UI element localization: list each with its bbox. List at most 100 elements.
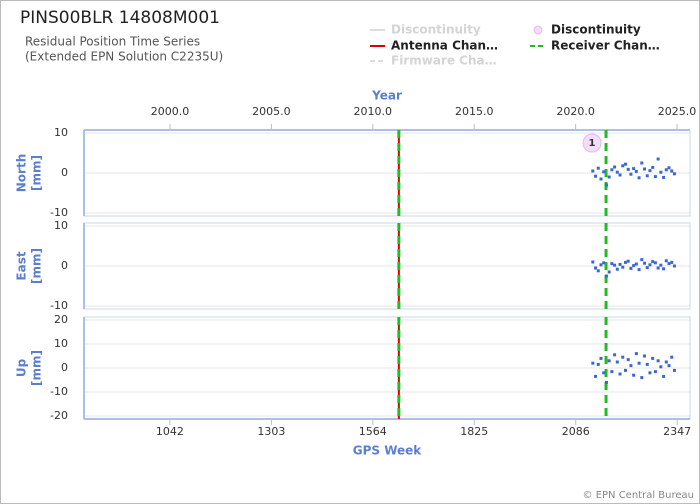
point [656,359,660,363]
point [594,266,598,270]
subtitle: (Extended EPN Solution C2235U) [25,50,223,64]
y-tick-label: 0 [61,361,68,374]
x2-tick-label: 2020.0 [556,105,595,118]
legend-label: Discontinuity [391,23,481,37]
y-tick-label: 10 [54,219,68,232]
point [596,166,600,170]
point [634,352,638,356]
subtitle: Residual Position Time Series [25,35,200,49]
point [643,261,647,265]
x2-tick-label: 2015.0 [455,105,494,118]
y-tick-label: 10 [54,337,68,350]
chart-title: PINS00BLR 14808M001 [20,8,220,28]
x2-axis-label: Year [371,89,402,103]
x-tick-label: 2347 [663,425,691,438]
point [632,167,636,171]
point [632,264,636,268]
legend-swatch [533,25,543,35]
point [653,261,657,265]
point [599,356,603,360]
x2-tick-label: 2025.0 [658,105,697,118]
point [637,176,641,180]
point [594,174,598,178]
point [659,263,663,267]
point [643,354,647,358]
y-tick-label: -10 [50,385,68,398]
point [591,260,595,264]
point [602,170,606,174]
point [640,376,644,380]
point [643,167,647,171]
point [615,360,619,364]
point [591,361,595,365]
point [602,371,606,375]
point [607,175,611,179]
x2-tick-label: 2000.0 [151,105,190,118]
x-tick-label: 1564 [359,425,387,438]
point [651,260,655,264]
y-tick-label: -20 [50,409,68,422]
point [662,374,666,378]
point [656,266,660,270]
point [651,356,655,360]
legend-label: Antenna Chan… [391,39,498,53]
point [640,258,644,262]
x2-tick-label: 2010.0 [354,105,393,118]
point [629,266,633,270]
point [651,165,655,169]
point [607,359,611,363]
point [637,361,641,365]
point [634,262,638,266]
point [610,262,614,266]
point [623,260,627,264]
y-axis-label: [mm] [30,350,44,386]
point [672,368,676,372]
point [672,172,676,176]
point [591,169,595,173]
x2-tick-label: 2005.0 [252,105,291,118]
point [604,380,608,384]
point [667,262,671,266]
y-tick-label: -10 [50,206,68,219]
point [653,175,657,179]
point [648,263,652,267]
point [626,167,630,171]
x-tick-label: 1042 [156,425,184,438]
point [672,264,676,268]
point [621,265,625,269]
point [626,259,630,263]
y-tick-label: 0 [61,259,68,272]
point [621,355,625,359]
point [602,261,606,265]
point [670,169,674,173]
point [618,262,622,266]
point [610,168,614,172]
point [618,372,622,376]
point [659,365,663,369]
y-tick-label: 10 [54,126,68,139]
y-tick-label: 0 [61,166,68,179]
x-tick-label: 1825 [460,425,488,438]
y-axis-label: [mm] [30,155,44,191]
x-axis-label: GPS Week [353,444,423,458]
point [607,270,611,274]
point [667,166,671,170]
point [629,364,633,368]
point [664,259,668,263]
point [596,362,600,366]
point [659,170,663,174]
point [623,368,627,372]
point [596,269,600,273]
point [637,268,641,272]
point [604,183,608,187]
point [615,170,619,174]
point [640,161,644,165]
point [653,370,657,374]
point [662,175,666,179]
point [667,364,671,368]
point [613,353,617,357]
point [629,172,633,176]
point [670,260,674,264]
